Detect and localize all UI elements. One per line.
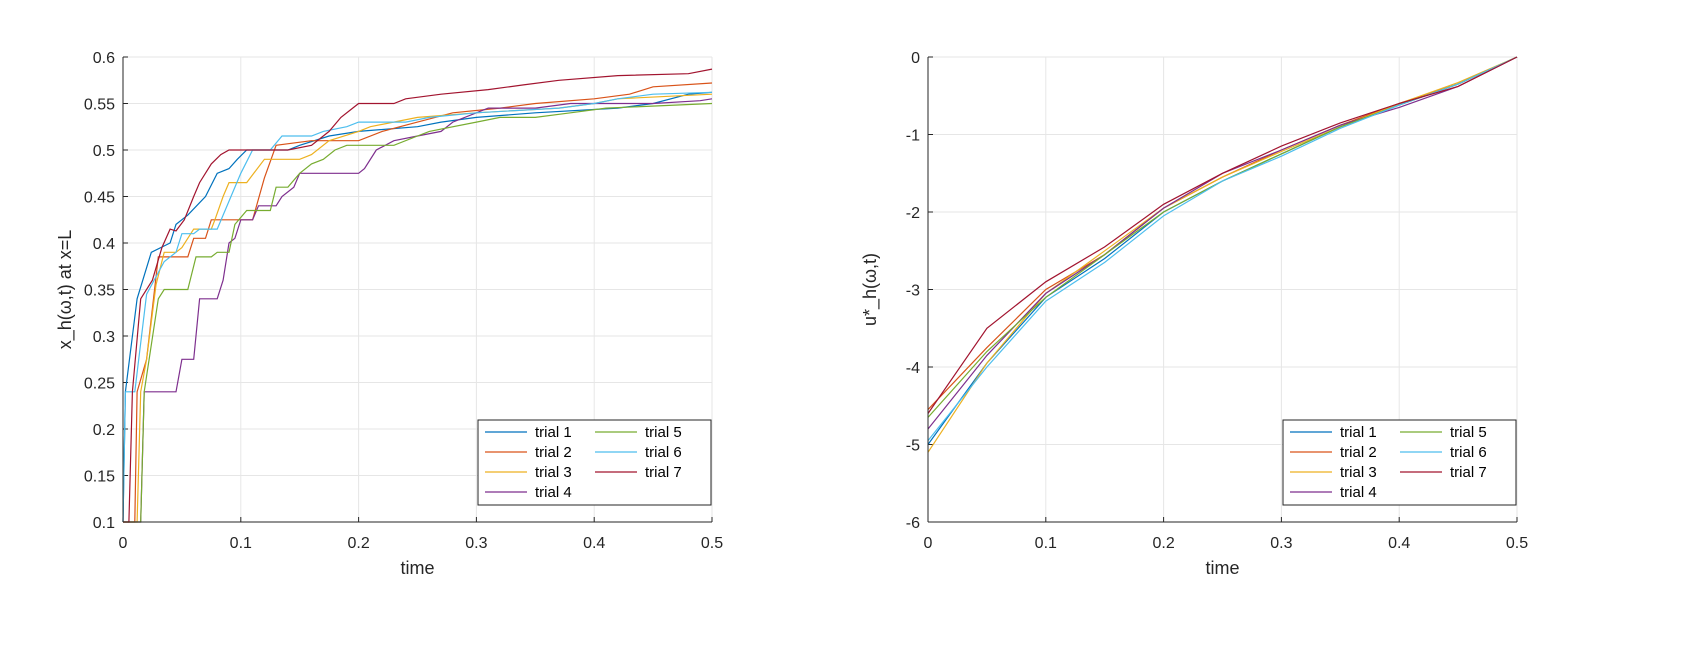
legend-label: trial 6 — [645, 444, 682, 461]
legend-label: trial 5 — [645, 424, 682, 441]
y-tick-label: -2 — [906, 205, 920, 222]
x-tick-label: 0.1 — [230, 535, 252, 552]
legend-label: trial 3 — [535, 464, 572, 481]
legend-label: trial 1 — [535, 424, 572, 441]
x-tick-label: 0.5 — [701, 535, 723, 552]
y-tick-label: -6 — [906, 515, 920, 532]
y-tick-label: -4 — [906, 360, 920, 377]
x-tick-label: 0.4 — [1388, 535, 1410, 552]
x-tick-label: 0.5 — [1506, 535, 1528, 552]
legend-label: trial 2 — [1340, 444, 1377, 461]
series-line-trial-3 — [927, 56, 1518, 453]
legend-label: trial 1 — [1340, 424, 1377, 441]
legend-item-trial-7: trial 7 — [595, 464, 682, 481]
x-tick-label: 0.4 — [583, 535, 605, 552]
legend-item-trial-6: trial 6 — [1400, 444, 1487, 461]
legend-item-trial-2: trial 2 — [1290, 444, 1377, 461]
series-line-trial-4 — [927, 56, 1518, 430]
x-tick-label: 0 — [119, 535, 128, 552]
y-tick-label: 0.45 — [84, 190, 115, 207]
legend-item-trial-4: trial 4 — [1290, 484, 1377, 501]
y-tick-label: 0 — [911, 50, 920, 67]
chart-1: 0 0.1 0.2 0.3 0.4 0.50.10.150.20.250.30.350.4… — [55, 50, 723, 578]
series-line-trial-5 — [123, 102, 713, 523]
legend-item-trial-5: trial 5 — [595, 424, 682, 441]
legend-box — [477, 419, 712, 506]
x-tick-label: 0.1 — [1035, 535, 1057, 552]
y-tick-label: -1 — [906, 128, 920, 145]
legend-box — [1282, 419, 1517, 506]
series-line-trial-4 — [123, 98, 713, 523]
y-tick-label: 0.1 — [93, 515, 115, 532]
series-line-trial-7 — [927, 56, 1518, 414]
legend-label: trial 4 — [535, 484, 572, 501]
x-tick-label: 0 — [924, 535, 933, 552]
x-tick-label: 0.2 — [347, 535, 369, 552]
series-line-trial-7 — [123, 68, 713, 523]
y-tick-label: -5 — [906, 438, 920, 455]
y-tick-label: 0.5 — [93, 143, 115, 160]
x-axis-label: time — [1205, 558, 1239, 578]
y-tick-label: 0.4 — [93, 236, 115, 253]
legend-label: trial 6 — [1450, 444, 1487, 461]
series-line-trial-2 — [927, 56, 1518, 411]
y-tick-label: 0.55 — [84, 97, 115, 114]
y-tick-label: 0.15 — [84, 469, 115, 486]
legend-label: trial 3 — [1340, 464, 1377, 481]
legend-label: trial 2 — [535, 444, 572, 461]
series-line-trial-1 — [927, 56, 1518, 445]
series-line-trial-6 — [122, 91, 713, 523]
legend-label: trial 5 — [1450, 424, 1487, 441]
x-tick-label: 0.3 — [465, 535, 487, 552]
legend: trial 1 trial 2 trial 3 trial 4 trial 5 trial… — [477, 419, 712, 506]
y-tick-label: -3 — [906, 283, 920, 300]
series-line-trial-2 — [123, 82, 713, 523]
y-axis-label: x_h(ω,t) at x=L — [55, 230, 76, 350]
y-tick-label: 0.35 — [84, 283, 115, 300]
legend-item-trial-3: trial 3 — [1290, 464, 1377, 481]
x-axis-label: time — [400, 558, 434, 578]
y-axis-label: u*_h(ω,t) — [860, 253, 881, 326]
x-tick-label: 0.2 — [1152, 535, 1174, 552]
legend-item-trial-2: trial 2 — [485, 444, 572, 461]
legend-item-trial-1: trial 1 — [1290, 424, 1377, 441]
legend-item-trial-7: trial 7 — [1400, 464, 1487, 481]
legend-item-trial-1: trial 1 — [485, 424, 572, 441]
legend: trial 1 trial 2 trial 3 trial 4 trial 5 trial… — [1282, 419, 1517, 506]
chart-2: 0 0.1 0.2 0.3 0.4 0.5 -6 -5 -4 -3 -2 -1 0 time u*_h(ω,… — [860, 50, 1528, 578]
legend-label: trial 7 — [1450, 464, 1487, 481]
legend-item-trial-3: trial 3 — [485, 464, 572, 481]
series-line-trial-5 — [927, 56, 1518, 418]
legend-item-trial-4: trial 4 — [485, 484, 572, 501]
x-tick-label: 0.3 — [1270, 535, 1292, 552]
y-tick-label: 0.3 — [93, 329, 115, 346]
legend-label: trial 4 — [1340, 484, 1377, 501]
legend-item-trial-6: trial 6 — [595, 444, 682, 461]
y-tick-label: 0.25 — [84, 376, 115, 393]
series-line-trial-6 — [927, 56, 1518, 441]
legend-label: trial 7 — [645, 464, 682, 481]
legend-item-trial-5: trial 5 — [1400, 424, 1487, 441]
y-tick-label: 0.2 — [93, 422, 115, 439]
y-tick-label: 0.6 — [93, 50, 115, 67]
